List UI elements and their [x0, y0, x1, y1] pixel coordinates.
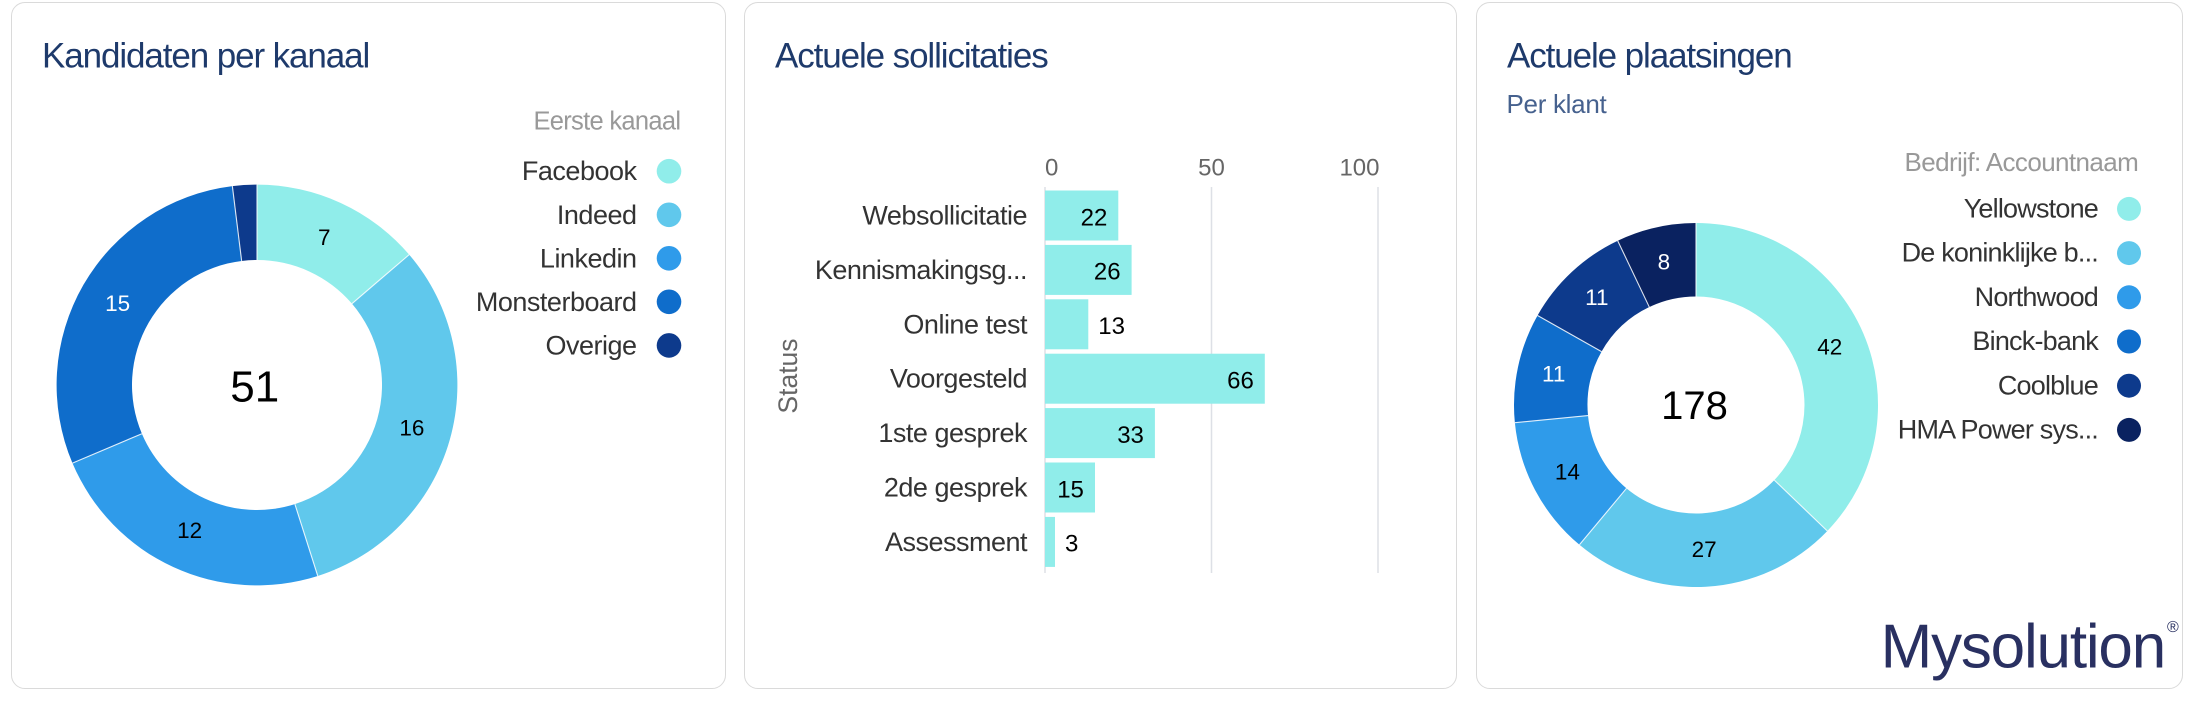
svg-text:2de gesprek: 2de gesprek: [884, 473, 1028, 503]
svg-text:Northwood: Northwood: [1975, 282, 2098, 312]
svg-text:Online test: Online test: [903, 309, 1028, 339]
svg-text:11: 11: [1542, 361, 1565, 386]
svg-text:HMA Power sys...: HMA Power sys...: [1898, 415, 2098, 445]
svg-text:Yellowstone: Yellowstone: [1964, 194, 2098, 224]
svg-text:Voorgesteld: Voorgesteld: [890, 364, 1027, 394]
svg-text:Indeed: Indeed: [557, 200, 637, 230]
svg-text:3: 3: [1065, 531, 1078, 558]
svg-text:12: 12: [177, 518, 202, 543]
svg-text:Per klant: Per klant: [1507, 89, 1608, 119]
svg-text:22: 22: [1081, 204, 1108, 231]
svg-text:Status: Status: [773, 338, 803, 413]
svg-text:51: 51: [230, 363, 279, 412]
svg-text:Websollicitatie: Websollicitatie: [862, 201, 1027, 231]
svg-text:50: 50: [1198, 155, 1225, 182]
svg-text:8: 8: [1658, 250, 1671, 275]
svg-text:11: 11: [1585, 285, 1608, 310]
svg-text:33: 33: [1117, 422, 1144, 449]
svg-text:Monsterboard: Monsterboard: [476, 287, 637, 317]
svg-text:Eerste kanaal: Eerste kanaal: [533, 107, 680, 135]
svg-text:178: 178: [1661, 384, 1728, 428]
svg-text:15: 15: [1057, 476, 1084, 503]
svg-text:13: 13: [1098, 313, 1125, 340]
svg-text:100: 100: [1339, 155, 1379, 182]
svg-text:26: 26: [1094, 259, 1121, 286]
svg-text:Facebook: Facebook: [522, 156, 638, 186]
svg-text:Kandidaten per kanaal: Kandidaten per kanaal: [42, 37, 369, 76]
svg-text:®: ®: [2167, 619, 2179, 636]
svg-text:Binck-bank: Binck-bank: [1972, 326, 2099, 356]
svg-text:16: 16: [399, 416, 424, 441]
svg-text:Actuele plaatsingen: Actuele plaatsingen: [1507, 37, 1792, 76]
svg-text:Mysolution: Mysolution: [1881, 613, 2165, 682]
svg-text:15: 15: [105, 291, 130, 316]
svg-text:Bedrijf: Accountnaam: Bedrijf: Accountnaam: [1904, 147, 2138, 177]
svg-text:66: 66: [1227, 368, 1254, 395]
svg-text:14: 14: [1555, 460, 1580, 485]
svg-text:0: 0: [1045, 155, 1058, 182]
svg-text:42: 42: [1817, 334, 1842, 359]
svg-text:7: 7: [318, 225, 331, 250]
svg-text:27: 27: [1692, 537, 1717, 562]
svg-text:1ste gesprek: 1ste gesprek: [878, 418, 1028, 448]
svg-text:Actuele sollicitaties: Actuele sollicitaties: [775, 37, 1048, 76]
svg-text:Linkedin: Linkedin: [540, 243, 637, 273]
svg-text:Coolblue: Coolblue: [1998, 370, 2098, 400]
svg-text:Assessment: Assessment: [885, 527, 1028, 557]
svg-text:De koninklijke b...: De koninklijke b...: [1902, 238, 2098, 268]
svg-text:Overige: Overige: [545, 330, 636, 360]
svg-text:Kennismakingsg...: Kennismakingsg...: [815, 255, 1027, 285]
